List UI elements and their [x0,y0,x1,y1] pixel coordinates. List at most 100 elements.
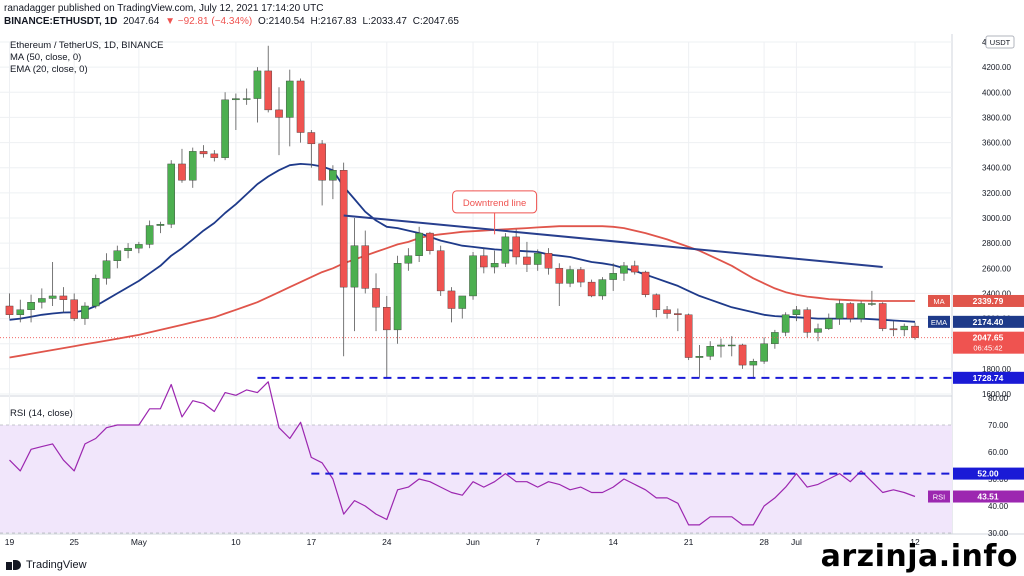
candle-body [221,99,229,158]
pair-title[interactable]: Ethereum / TetherUS, 1D, BINANCE [10,40,164,51]
candle-body [727,344,736,347]
candle-body [404,255,413,264]
candle-body [38,298,46,303]
candle-body [900,325,909,331]
price-tick-label: 1800.00 [982,365,1011,374]
candle-body [620,265,628,274]
time-tick-label: 12 [910,537,920,547]
price-tick-label: 4000.00 [982,88,1011,97]
ma-legend[interactable]: MA (50, close, 0) [10,52,82,63]
candle-body [663,309,671,314]
price-tag-name-box [928,294,950,307]
price-tick-label: 3800.00 [982,113,1011,122]
price-pane [0,34,952,394]
candle-body [91,278,100,307]
candle-body [458,295,467,309]
candle-body [706,346,714,357]
price-tick-label: 1600.00 [982,390,1011,399]
downtrend-callout-label: Downtrend line [463,198,526,209]
price-tick-label: 2400.00 [982,289,1011,298]
ema-legend[interactable]: EMA (20, close, 0) [10,64,88,75]
price-tick-label: 4200.00 [982,63,1011,72]
rsi-tick-label: 60.00 [988,448,1009,457]
candle-body [480,255,488,268]
candle-body [70,299,78,319]
candle-body [868,303,876,305]
rsi-level-tag-value: 52.00 [977,469,999,479]
price-tag-value: 2174.40 [973,317,1004,327]
price-tag-value: 2047.65 [973,333,1004,343]
rsi-tick-label: 70.00 [988,421,1009,430]
price-tick-label: 3600.00 [982,139,1011,148]
candle-body [738,344,747,366]
rsi-band [0,425,952,533]
candle-body [339,170,348,288]
price-tag-box [953,315,1024,328]
time-tick-label: 24 [382,537,392,547]
candle-body [889,328,898,331]
tradingview-logo[interactable]: TradingView [6,559,87,571]
downtrend-line [343,214,883,269]
time-tick-label: Jun [466,537,480,547]
price-tag-name: EMA [931,318,947,327]
time-tick-label: 17 [307,537,317,547]
tradingview-logo-icon [6,560,22,570]
candle-body [533,252,542,265]
candle-body [555,268,564,284]
candle-body [609,273,617,280]
price-tag-name-box [928,315,950,328]
candle-body [145,225,154,245]
rsi-tick-label: 30.00 [988,529,1009,538]
candle-body [350,245,359,288]
candle-body [490,263,499,268]
candle-body [426,232,434,251]
close-value: C:2047.65 [412,16,459,27]
candle-body [436,250,445,292]
candle-body [285,80,294,118]
candle-body [523,256,531,265]
candle-body [695,356,704,358]
rsi-tag-box [953,490,1024,503]
last-price: 2047.64 [123,16,160,27]
currency-label: USDT [990,38,1011,47]
candle-body [630,265,639,273]
candle-body [48,295,57,299]
rsi-tag-name: RSI [933,493,946,502]
candle-body [911,325,919,338]
rsi-tag-value: 43.51 [977,492,999,502]
candle-body [113,250,122,261]
open-value: O:2140.54 [258,16,305,27]
candle-body [135,244,143,249]
price-tag-value: 2339.79 [973,296,1004,306]
candle-body [512,236,520,258]
candle-body [275,109,283,118]
candle-body [81,305,89,319]
low-value: L:2033.47 [362,16,407,27]
candle-body [641,271,650,295]
price-tag-name: MA [933,297,944,306]
candle-body [835,303,844,319]
candle-body [857,303,865,319]
candle-body [598,279,607,297]
candle-body [253,70,262,99]
candle-body [652,294,661,310]
candle-body [361,245,370,289]
ema20-line [9,162,916,323]
price-tag-box [953,294,1024,307]
candle-body [577,269,585,283]
candle-body [156,224,165,226]
candle-body [264,70,273,111]
candle-body [210,153,219,158]
candle-body [27,302,35,310]
candle-body [781,314,790,333]
rsi-legend[interactable]: RSI (14, close) [10,408,73,419]
candle-body [372,288,380,308]
price-tag-box [953,331,1024,354]
price-tick-label: 3400.00 [982,164,1011,173]
candle-body [329,170,337,181]
time-tick-label: 19 [5,537,15,547]
candle-body [824,318,833,329]
symbol-label[interactable]: BINANCE:ETHUSDT, 1D [4,16,118,27]
rsi-line [9,381,916,526]
